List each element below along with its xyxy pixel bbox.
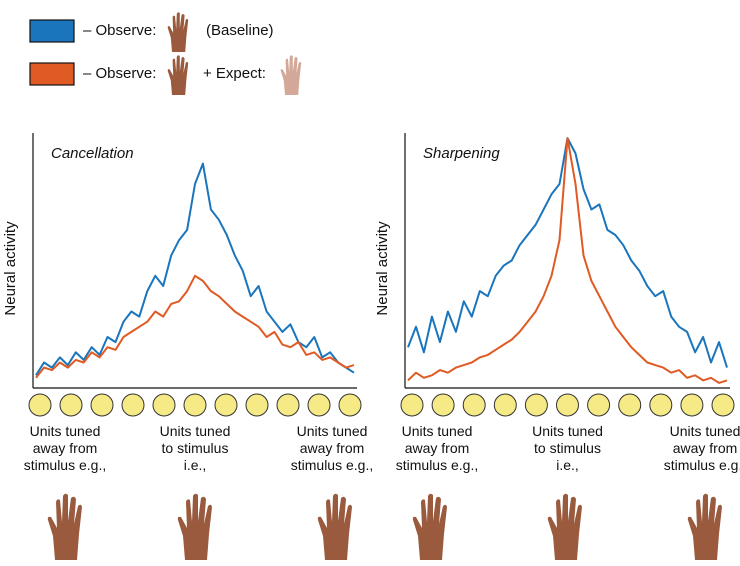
unit	[431, 393, 455, 417]
x-label: Units tuned to stimulus i.e.,	[159, 423, 231, 473]
hand-icon	[47, 493, 82, 560]
x-label: Units tuned away from stimulus e.g.,	[663, 423, 740, 473]
y-axis-label: Neural activity	[2, 221, 19, 316]
unit	[493, 393, 517, 417]
unit	[587, 393, 611, 417]
x-label: Units tuned away from stimulus e.g.,	[290, 423, 374, 473]
legend-label: (Baseline)	[206, 22, 274, 39]
chart-title: Sharpening	[423, 145, 500, 162]
unit	[680, 393, 704, 417]
x-label: Units tuned away from stimulus e.g.,	[395, 423, 479, 473]
unit	[152, 393, 176, 417]
hand-icon	[317, 493, 352, 560]
unit	[649, 393, 673, 417]
legend-swatch	[29, 62, 75, 86]
unit	[90, 393, 114, 417]
hand-icon	[412, 493, 447, 560]
data-line	[35, 274, 355, 379]
unit	[338, 393, 362, 417]
x-label: Units tuned away from stimulus e.g.,	[23, 423, 107, 473]
unit	[183, 393, 207, 417]
unit	[214, 393, 238, 417]
y-axis-label: Neural activity	[374, 221, 391, 316]
unit	[462, 393, 486, 417]
unit	[59, 393, 83, 417]
legend-label: – Observe:	[83, 22, 156, 39]
data-line	[35, 162, 355, 376]
legend-label: + Expect:	[203, 65, 266, 82]
data-line	[407, 137, 728, 384]
unit	[307, 393, 331, 417]
hand-icon	[547, 493, 582, 560]
unit	[400, 393, 424, 417]
unit	[618, 393, 642, 417]
unit	[556, 393, 579, 417]
unit	[121, 393, 145, 417]
unit	[711, 393, 735, 417]
hand-icon	[280, 55, 302, 95]
unit	[276, 393, 300, 417]
unit	[245, 393, 269, 417]
unit	[28, 393, 52, 417]
hand-icon	[167, 55, 189, 95]
legend-swatch	[29, 19, 75, 43]
data-line	[407, 137, 728, 368]
hand-icon	[687, 493, 722, 560]
hand-icon	[177, 493, 212, 560]
hand-icon	[167, 12, 189, 52]
x-label: Units tuned to stimulus i.e.,	[532, 423, 603, 473]
unit	[524, 393, 548, 417]
chart-title: Cancellation	[51, 145, 134, 162]
legend-label: – Observe:	[83, 65, 156, 82]
